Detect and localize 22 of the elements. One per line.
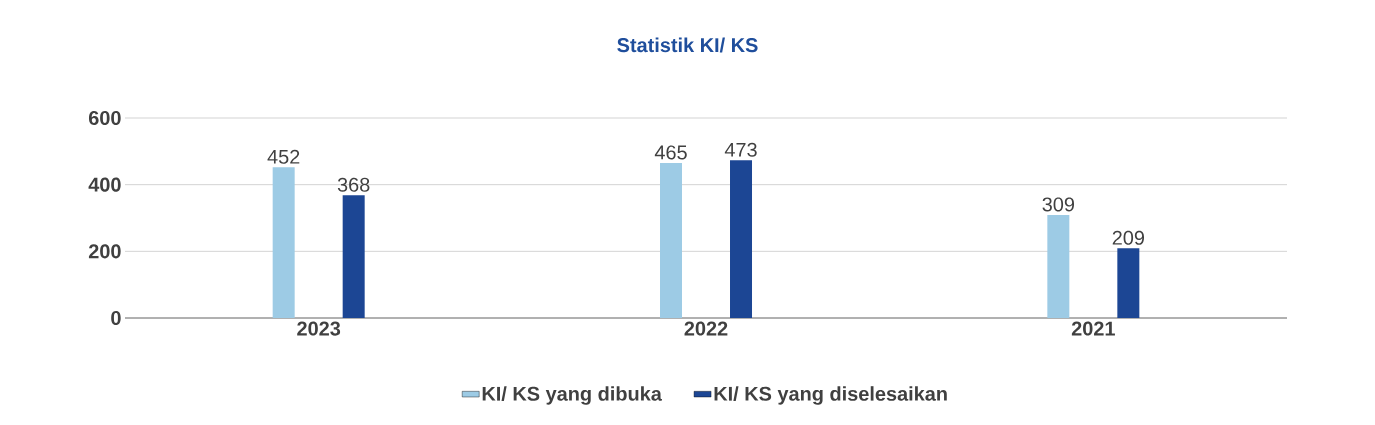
y-tick-label: 200 bbox=[88, 244, 121, 259]
legend-label: KI/ KS yang dibuka bbox=[482, 386, 662, 405]
legend-label: KI/ KS yang diselesaikan bbox=[714, 386, 947, 405]
data-label: 452 bbox=[267, 149, 300, 164]
bar bbox=[1047, 215, 1070, 318]
bar bbox=[272, 167, 295, 318]
data-label: 309 bbox=[1042, 197, 1075, 212]
bar bbox=[730, 160, 753, 318]
bar bbox=[660, 163, 683, 318]
bar bbox=[342, 195, 365, 318]
chart-title: Statistik KI/ KS bbox=[617, 37, 758, 53]
data-label: 209 bbox=[1112, 230, 1145, 245]
y-tick-label: 600 bbox=[88, 110, 121, 126]
data-label: 473 bbox=[724, 142, 757, 157]
data-label: 465 bbox=[654, 145, 687, 160]
y-tick-label: 400 bbox=[88, 177, 121, 192]
x-tick-label: 2022 bbox=[684, 321, 728, 336]
x-tick-label: 2021 bbox=[1071, 321, 1115, 336]
data-label: 368 bbox=[337, 177, 370, 192]
y-tick-label: 0 bbox=[111, 310, 121, 326]
bar bbox=[1117, 248, 1140, 318]
x-tick-label: 2023 bbox=[297, 321, 341, 336]
